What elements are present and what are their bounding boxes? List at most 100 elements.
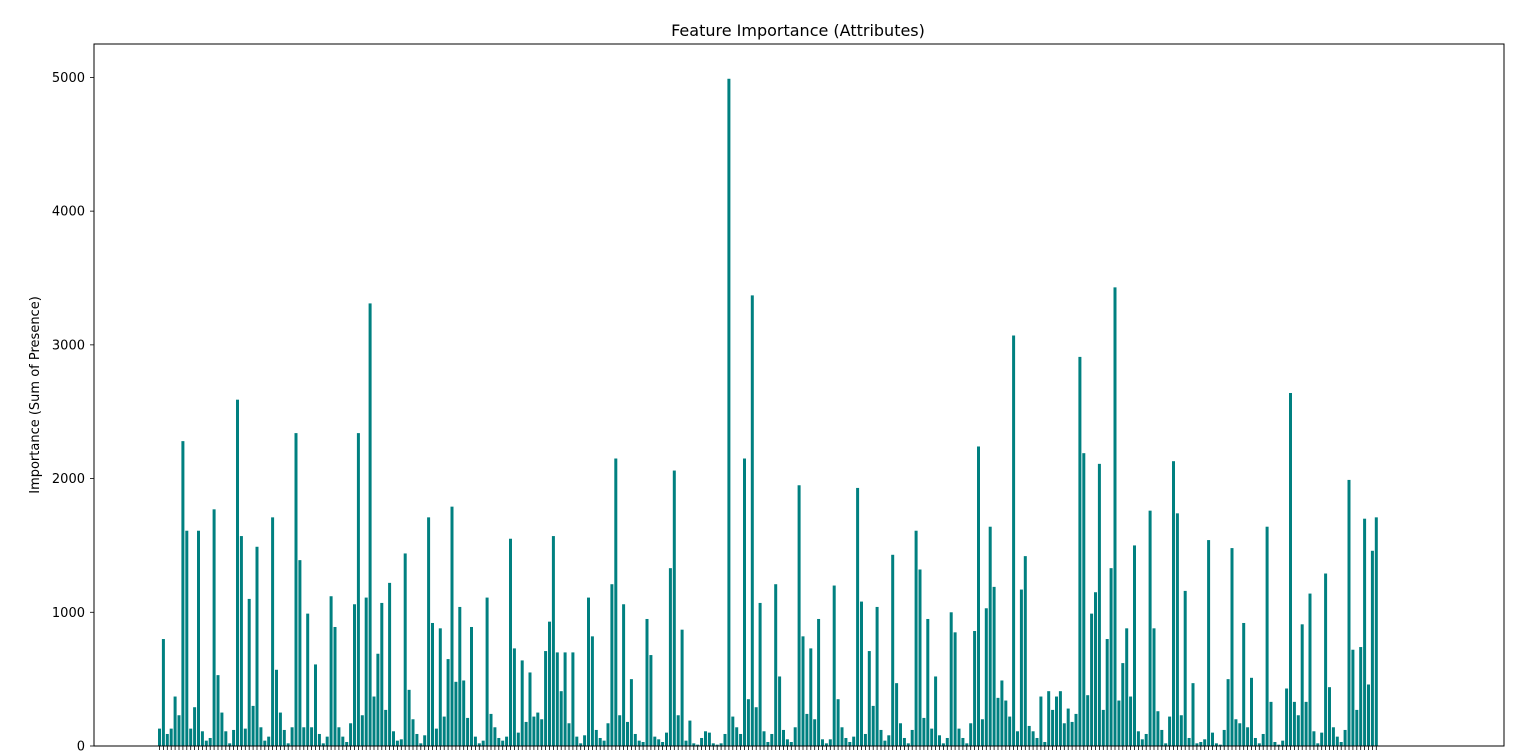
bar [333,626,337,746]
bar [801,636,805,746]
bar [961,737,965,746]
bar [1339,741,1343,746]
bar [832,585,836,746]
bar [899,723,902,746]
bar [1129,696,1133,746]
bar [1125,628,1129,746]
bar [1304,701,1308,746]
bar [236,399,239,746]
bar [809,648,813,746]
bar [1277,744,1281,746]
bar [1090,613,1094,746]
bar [645,618,649,746]
bar [1324,573,1328,746]
bar [368,303,372,746]
bar [692,743,696,746]
bar [243,728,247,746]
bar [614,458,618,746]
bar [1351,649,1355,746]
bar [676,715,680,746]
bar [1211,732,1214,746]
bar [1359,647,1363,746]
bar [399,739,403,746]
bar [992,586,996,746]
bar [587,597,590,746]
bar [1047,691,1051,746]
bar [185,530,189,746]
bar [583,735,587,746]
bar [1074,713,1078,746]
bar [883,740,887,746]
bar [817,618,821,746]
bar [945,737,949,746]
bar [353,604,356,746]
bar [419,743,423,746]
bar [902,737,906,746]
bar [626,721,629,746]
bar [181,441,185,746]
bar [165,733,169,746]
bar [1374,517,1378,746]
bar [735,727,739,746]
y-axis-label: Importance (Sum of Presence) [28,296,43,494]
bar [852,736,856,746]
bar [863,733,867,746]
bar [1355,709,1359,746]
bar [1296,715,1300,746]
bar [177,715,181,746]
bar [298,560,302,746]
bar [1183,590,1187,746]
bar [1238,723,1242,746]
bar [559,691,563,746]
bar [984,608,988,746]
bar [551,536,555,746]
bar [618,715,622,746]
y-tick-label: 3000 [52,338,85,353]
bar [1058,691,1062,746]
bar [871,705,875,746]
bar [216,675,220,746]
bar [1082,453,1086,746]
bar [879,729,883,746]
bar [232,729,236,746]
bar [1086,695,1090,746]
bar [302,727,306,746]
bar [743,458,746,746]
bar [438,628,442,746]
bar [548,621,551,746]
bar [622,604,626,746]
bar [325,736,329,746]
bar [466,717,470,746]
bar [1113,287,1117,746]
bar [337,727,341,746]
bar [1285,688,1289,746]
bar [657,739,661,746]
bar [360,715,364,746]
bar [544,651,548,746]
bar [1250,677,1253,746]
bar [278,712,282,746]
bar [1078,356,1082,746]
bar [1273,741,1277,746]
bar [341,736,345,746]
bar [567,723,571,746]
y-tick-label: 4000 [52,205,85,220]
bar [1312,731,1316,746]
bar [762,731,766,746]
bar [1191,683,1195,746]
bar [1164,743,1168,746]
bar [290,727,294,746]
bar [505,736,509,746]
bar [1300,624,1304,746]
bar [711,743,715,746]
bar [1140,739,1144,746]
bar [1066,708,1070,746]
bar [949,612,953,746]
bar [1019,589,1023,746]
bar [856,487,860,746]
bar [454,681,458,746]
bar [926,618,930,746]
bar [1265,526,1269,746]
